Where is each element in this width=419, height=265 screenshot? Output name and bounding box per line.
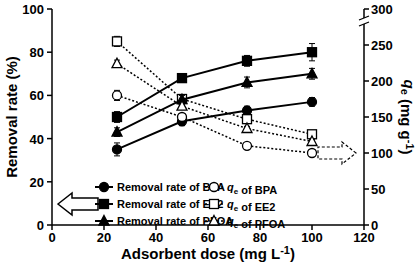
y2-tick: [364, 152, 369, 154]
y2-tick-label: 150: [371, 110, 393, 125]
y2-tick: [364, 224, 369, 226]
series-line: [117, 64, 312, 142]
x-axis-label: Adsorbent dose (mg L-1): [121, 244, 295, 262]
series-line: [117, 95, 312, 153]
text-part: Removal rate (%): [3, 56, 20, 178]
x-tick-label: 80: [253, 230, 267, 245]
x-tick-label: 40: [149, 230, 163, 245]
marker: [113, 145, 122, 154]
marker: [308, 48, 317, 57]
marker: [209, 216, 219, 226]
y-tick: [47, 8, 52, 10]
marker: [307, 68, 317, 78]
y-tick: [47, 95, 52, 97]
marker: [100, 200, 109, 209]
chart: 0204060801001200204060801000501001502002…: [0, 0, 419, 265]
text-part: (mg g: [398, 95, 415, 140]
y-tick-label: 20: [30, 175, 44, 190]
series-line: [117, 52, 312, 117]
y2-tick: [364, 44, 369, 46]
marker: [210, 183, 219, 192]
marker: [178, 113, 187, 122]
text-part: ): [290, 245, 295, 262]
marker: [113, 91, 122, 100]
y-axis-label: Removal rate (%): [3, 56, 20, 178]
marker: [100, 183, 109, 192]
text-part: -1: [404, 140, 416, 150]
series: [113, 36, 317, 138]
y-axis-line: [51, 9, 53, 225]
series: [113, 97, 317, 156]
marker: [243, 141, 252, 150]
x-tick-label: 20: [97, 230, 111, 245]
series: [113, 44, 317, 123]
series-line: [117, 74, 312, 132]
x-tick-label: 100: [301, 230, 323, 245]
legend-label: qe of BPA: [227, 181, 277, 196]
text-part: of EE2: [238, 201, 275, 213]
y2-tick-label: 300: [371, 2, 393, 17]
y-tick: [47, 51, 52, 53]
y2-tick-label: 100: [371, 146, 393, 161]
y2-tick-label: 0: [371, 218, 378, 233]
legend-label: qe of EE2: [227, 198, 275, 213]
text-part: Removal rate of EE2: [117, 198, 223, 210]
y2-tick: [364, 8, 369, 10]
marker: [177, 101, 187, 111]
legend-label: Removal rate of EE2: [117, 198, 223, 210]
marker: [242, 123, 252, 133]
y-tick-label: 0: [37, 218, 44, 233]
series-line: [117, 41, 312, 134]
marker: [112, 58, 122, 68]
marker: [210, 200, 219, 209]
text-part: of BPA: [238, 184, 277, 196]
right-axis-arrow: [318, 142, 356, 164]
marker: [307, 136, 317, 146]
y2-tick-label: 200: [371, 74, 393, 89]
y2-tick: [364, 188, 369, 190]
marker: [99, 216, 109, 226]
left-axis-arrow: [58, 193, 98, 215]
y2-tick: [364, 116, 369, 118]
series: [112, 58, 317, 145]
y2-tick-label: 50: [371, 182, 385, 197]
marker: [178, 74, 187, 83]
axis-break: [359, 16, 369, 20]
marker: [308, 149, 317, 158]
marker: [112, 127, 122, 136]
series: [112, 68, 317, 136]
legend-label: Removal rate of PFOA: [117, 215, 233, 227]
y-tick: [47, 224, 52, 226]
y-tick: [47, 138, 52, 140]
y2-axis-label: qe (mg g-1): [398, 79, 418, 154]
text-part: ): [398, 150, 415, 155]
y2-tick-label: 250: [371, 38, 393, 53]
marker: [243, 56, 252, 65]
text-part: q: [401, 79, 418, 88]
text-part: Adsorbent dose (mg L: [121, 245, 280, 262]
plot-area: [112, 36, 317, 157]
text-part: Removal rate of PFOA: [117, 215, 233, 227]
marker: [242, 77, 252, 87]
marker: [308, 97, 317, 106]
y-tick-label: 80: [30, 45, 44, 60]
text-part: of PFOA: [238, 218, 285, 230]
marker: [113, 37, 122, 46]
y-tick-label: 60: [30, 88, 44, 103]
x-tick-label: 60: [201, 230, 215, 245]
y2-tick: [364, 80, 369, 82]
y-tick-label: 100: [22, 2, 44, 17]
y-tick: [47, 181, 52, 183]
marker: [243, 106, 252, 115]
marker: [113, 113, 122, 122]
legend: Removal rate of BPAqe of BPA Removal rate…: [95, 181, 285, 230]
y-tick-label: 40: [30, 132, 44, 147]
axis-break: [359, 22, 369, 26]
text-part: -1: [280, 244, 290, 256]
legend-label: Removal rate of BPA: [117, 181, 225, 193]
x-tick-label: 0: [48, 230, 55, 245]
text-part: Removal rate of BPA: [117, 181, 225, 193]
legend-label: qe of PFOA: [227, 215, 285, 230]
